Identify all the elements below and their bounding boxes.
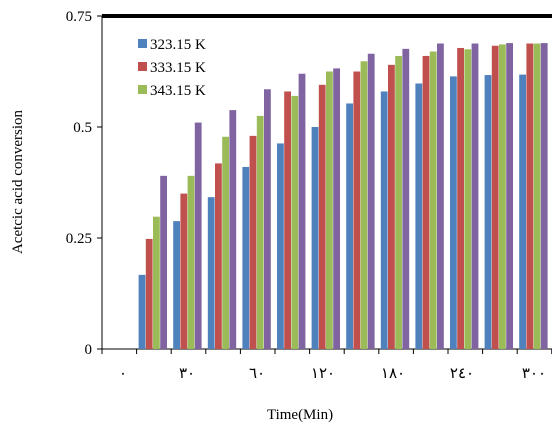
- bar: [450, 76, 457, 349]
- bar: [194, 122, 202, 349]
- bar: [422, 55, 430, 350]
- y-tick-label: 0.75: [66, 9, 92, 25]
- bar: [367, 53, 375, 350]
- bar: [229, 110, 237, 350]
- bar: [506, 43, 513, 350]
- bar: [395, 55, 402, 350]
- bar: [429, 51, 437, 350]
- x-tick-label: ٣٠٠: [522, 366, 546, 382]
- bar: [311, 127, 319, 349]
- bar: [222, 136, 229, 349]
- x-tick-label: ١٨٠: [381, 366, 405, 382]
- bar: [160, 175, 167, 349]
- bar: [499, 44, 506, 349]
- bar: [519, 74, 526, 349]
- x-axis: ٠ ٣٠ ٦٠ ١٢٠ ١٨٠ ٢٤٠ ٣٠٠: [101, 349, 552, 382]
- x-axis-title: Time(Min): [267, 407, 333, 423]
- legend-swatch: [138, 85, 147, 94]
- bar: [256, 115, 264, 350]
- y-tick-label: 0: [85, 342, 93, 358]
- bar: [242, 166, 250, 349]
- bar: [333, 68, 340, 349]
- x-tick-label: ١٢٠: [311, 366, 335, 382]
- y-axis-title: Acetcic acid conversion: [10, 109, 26, 254]
- bar: [298, 73, 306, 349]
- y-axis: 0 0.25 0.5 0.75: [66, 9, 102, 358]
- bar: [388, 64, 395, 349]
- bar: [402, 48, 410, 350]
- bar: [277, 143, 284, 349]
- bar: [318, 84, 326, 349]
- bar: [526, 43, 534, 349]
- x-tick-label: ٢٤٠: [450, 366, 474, 382]
- legend-swatch: [138, 62, 147, 71]
- bar: [353, 71, 361, 349]
- bar: [437, 43, 444, 349]
- y-tick-label: 0.25: [66, 231, 92, 247]
- bar: [264, 89, 271, 349]
- bar: [207, 197, 215, 349]
- bar: [291, 95, 299, 349]
- y-tick-label: 0.5: [73, 120, 92, 136]
- legend-label: 343.15 K: [150, 83, 206, 99]
- bar: [138, 274, 146, 349]
- bar: [491, 45, 499, 350]
- x-tick-label: ٣٠: [179, 366, 195, 382]
- x-tick-label: ٦٠: [249, 366, 265, 382]
- legend-label: 323.15 K: [150, 37, 206, 53]
- legend-swatch: [138, 39, 147, 48]
- bar: [284, 91, 291, 349]
- bar: [540, 43, 548, 350]
- bar: [484, 75, 492, 349]
- bar: [326, 71, 333, 349]
- bar: [533, 43, 541, 349]
- bar: [360, 61, 368, 350]
- bar: [180, 193, 188, 349]
- bars: [138, 43, 548, 350]
- bar: [457, 47, 464, 350]
- bar: [187, 175, 195, 349]
- bar: [215, 163, 222, 349]
- legend: 323.15 K 333.15 K 343.15 K: [138, 37, 206, 99]
- bar: [471, 43, 479, 349]
- bar: [249, 135, 257, 349]
- bar: [380, 91, 388, 349]
- bar: [415, 83, 423, 349]
- bar: [173, 221, 180, 349]
- bar: [153, 216, 160, 349]
- bar: [346, 103, 353, 349]
- bar: [145, 238, 153, 349]
- bar: [464, 49, 472, 350]
- legend-label: 333.15 K: [150, 60, 206, 76]
- x-tick-label: ٠: [119, 366, 127, 382]
